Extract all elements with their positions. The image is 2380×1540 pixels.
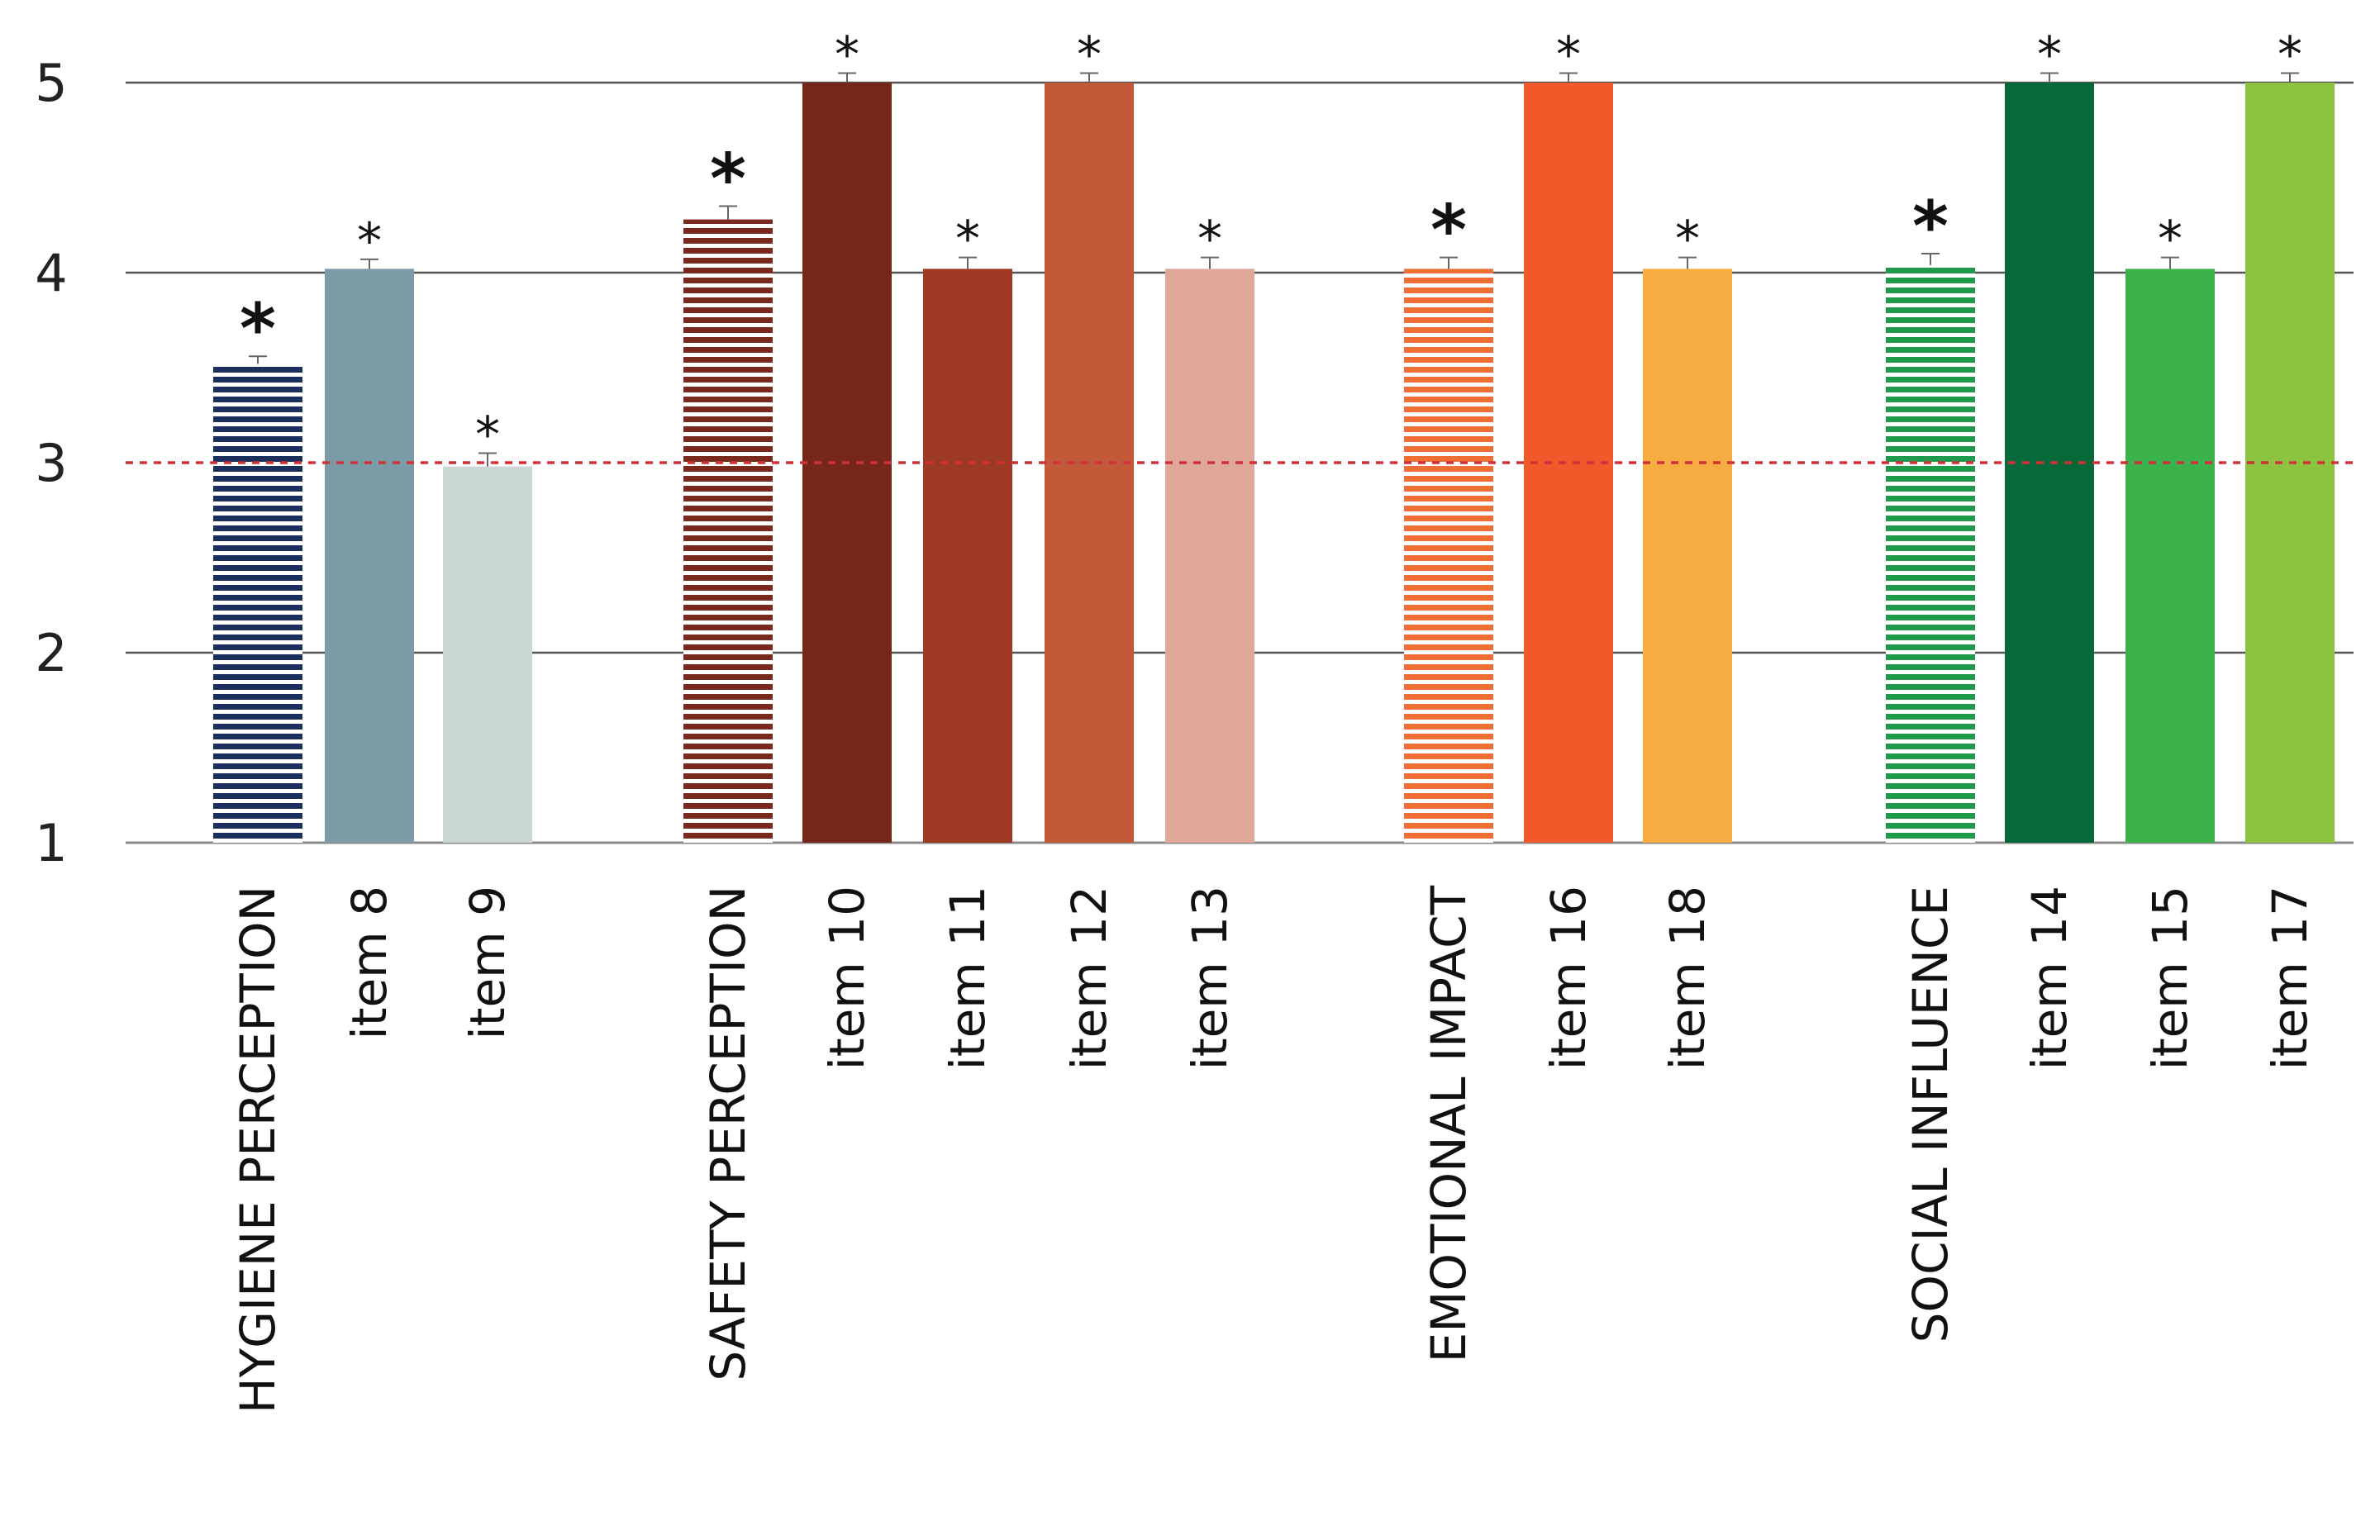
category-label: item 10 xyxy=(819,886,875,1070)
bar xyxy=(923,269,1012,843)
y-tick-label: 1 xyxy=(35,813,67,873)
significance-marker: * xyxy=(240,288,276,369)
bar xyxy=(213,364,302,843)
significance-marker: * xyxy=(2037,26,2062,84)
category-label: item 16 xyxy=(1540,886,1597,1070)
significance-marker: * xyxy=(1430,190,1467,271)
category-label: item 9 xyxy=(459,886,516,1039)
category-label: SAFETY PERCEPTION xyxy=(700,886,756,1381)
significance-marker: * xyxy=(1556,26,1581,84)
category-label: item 12 xyxy=(1061,886,1117,1070)
significance-marker: * xyxy=(1077,26,1102,84)
category-label: item 17 xyxy=(2262,886,2318,1070)
category-label: item 15 xyxy=(2142,886,2198,1070)
bar xyxy=(1524,83,1613,843)
category-label: item 8 xyxy=(341,886,397,1039)
significance-marker: * xyxy=(1675,211,1700,269)
category-label: item 11 xyxy=(940,886,996,1070)
significance-marker: * xyxy=(357,212,382,270)
significance-marker: * xyxy=(955,211,980,269)
bar xyxy=(325,269,414,843)
category-label: item 13 xyxy=(1182,886,1238,1070)
category-label: item 18 xyxy=(1659,886,1716,1070)
significance-marker: * xyxy=(2278,26,2302,84)
bar xyxy=(1643,269,1732,843)
significance-marker: * xyxy=(710,139,746,220)
bar xyxy=(683,219,773,844)
y-tick-label: 5 xyxy=(35,53,67,113)
bar xyxy=(1404,269,1493,843)
category-label: HYGIENE PERCEPTION xyxy=(230,886,286,1414)
y-axis: 1 2 3 4 5 xyxy=(35,53,67,873)
category-label: item 14 xyxy=(2021,886,2078,1070)
significance-marker: * xyxy=(835,26,859,84)
significance-marker: * xyxy=(1197,211,1222,269)
y-tick-label: 4 xyxy=(35,243,67,303)
y-tick-label: 2 xyxy=(35,623,67,683)
y-tick-label: 3 xyxy=(35,433,67,493)
bars: * * * * * * * * * * * * * * * xyxy=(213,26,2335,844)
bar xyxy=(2125,269,2215,843)
category-label: EMOTIONAL IMPACT xyxy=(1421,885,1477,1362)
category-labels: HYGIENE PERCEPTION item 8 item 9 SAFETY PER… xyxy=(230,885,2318,1414)
significance-marker: * xyxy=(2158,211,2182,269)
bar xyxy=(443,466,532,843)
significance-marker: * xyxy=(1912,186,1949,267)
significance-marker: * xyxy=(475,406,500,464)
bar xyxy=(1886,264,1975,843)
category-label: SOCIAL INFLUENCE xyxy=(1902,886,1959,1343)
bar xyxy=(1165,269,1254,843)
